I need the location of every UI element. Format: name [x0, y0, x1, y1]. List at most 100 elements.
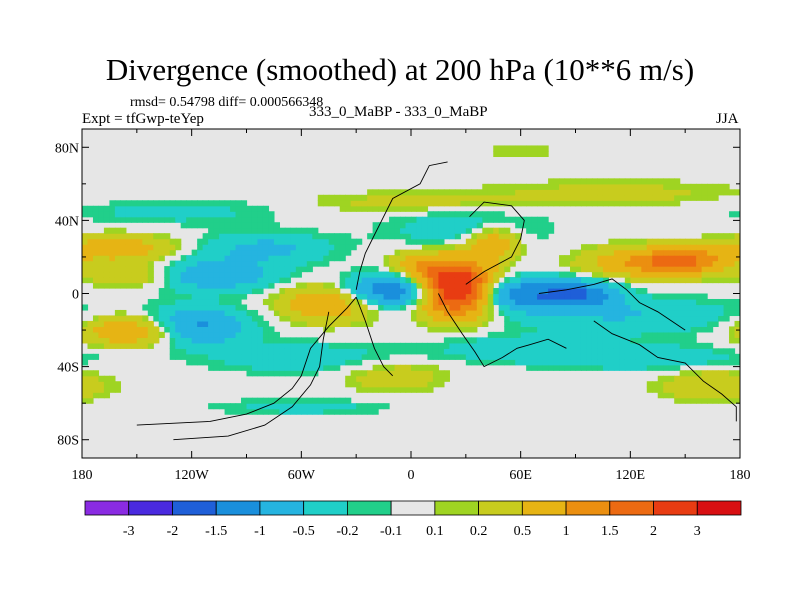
field-cell [279, 359, 286, 366]
field-cell [487, 194, 494, 201]
field-cell [498, 293, 505, 300]
field-cell [378, 222, 385, 229]
field-cell [421, 227, 429, 234]
field-cell [356, 205, 363, 212]
field-cell [465, 194, 472, 201]
field-cell [602, 266, 609, 273]
field-cell [701, 233, 708, 240]
field-cell [405, 364, 412, 371]
field-cell [646, 309, 653, 317]
field-cell [624, 320, 631, 327]
field-cell [537, 216, 544, 223]
field-cell [613, 271, 620, 278]
field-cell [460, 271, 467, 278]
field-cell [120, 271, 127, 278]
field-cell [268, 370, 275, 377]
field-cell [443, 320, 450, 327]
field-cell [120, 309, 127, 317]
field-cell [613, 238, 620, 245]
field-cell [202, 315, 209, 322]
field-cell [668, 337, 675, 344]
field-cell [729, 359, 736, 366]
field-cell [657, 331, 664, 338]
field-cell [438, 200, 445, 207]
field-cell [564, 348, 571, 355]
field-cell [405, 375, 412, 382]
field-cell [723, 304, 730, 311]
field-cell [235, 342, 242, 349]
field-cell [734, 309, 740, 317]
field-cell [175, 293, 182, 300]
field-cell [109, 277, 116, 284]
field-cell [383, 222, 390, 229]
field-cell [734, 189, 740, 196]
field-cell [476, 266, 483, 273]
field-cell [542, 331, 549, 338]
field-cell [641, 200, 648, 207]
field-cell [109, 282, 116, 289]
field-cell [356, 408, 363, 415]
field-cell [608, 331, 615, 338]
field-cell [103, 381, 111, 388]
field-cell [465, 255, 472, 262]
field-cell [136, 271, 143, 278]
field-cell [586, 200, 593, 207]
field-cell [515, 150, 522, 158]
field-cell [586, 337, 593, 344]
field-cell [290, 320, 297, 327]
field-cell [186, 348, 193, 355]
field-cell [438, 315, 445, 322]
field-cell [339, 408, 346, 415]
field-cell [367, 381, 374, 388]
field-cell [421, 189, 429, 196]
field-cell [345, 244, 352, 251]
field-cell [657, 255, 664, 262]
field-cell [438, 282, 445, 289]
field-cell [723, 266, 730, 273]
field-cell [460, 320, 467, 327]
field-cell [487, 260, 494, 267]
field-cell [526, 359, 533, 366]
field-cell [197, 359, 204, 366]
field-cell [389, 386, 396, 393]
field-cell [432, 211, 440, 218]
field-cell [613, 249, 620, 256]
field-cell [82, 320, 89, 327]
field-cell [213, 200, 220, 207]
field-cell [251, 315, 259, 322]
field-cell [235, 293, 242, 300]
field-cell [504, 266, 511, 273]
field-cell [400, 282, 407, 289]
field-cell [279, 260, 286, 267]
field-cell [328, 238, 335, 245]
field-cell [87, 381, 94, 388]
field-cell [432, 381, 440, 388]
field-cell [230, 260, 237, 267]
field-cell [564, 178, 571, 185]
field-cell [219, 304, 226, 311]
field-cell [602, 288, 609, 295]
field-cell [219, 282, 226, 289]
field-cell [652, 249, 659, 256]
field-cell [120, 326, 127, 333]
field-cell [432, 304, 440, 311]
field-cell [646, 271, 653, 278]
field-cell [460, 298, 467, 306]
field-cell [394, 282, 401, 289]
field-cell [531, 222, 538, 229]
field-cell [701, 326, 708, 333]
field-cell [454, 288, 461, 295]
field-cell [707, 277, 714, 284]
field-cell [619, 255, 626, 262]
field-cell [679, 260, 686, 267]
field-cell [696, 194, 703, 201]
field-cell [284, 397, 291, 404]
field-cell [411, 364, 418, 371]
field-cell [109, 200, 116, 207]
field-cell [613, 315, 620, 322]
field-cell [306, 227, 313, 234]
field-cell [443, 288, 450, 295]
field-cell [213, 266, 220, 273]
field-cell [548, 298, 555, 306]
field-cell [575, 364, 582, 371]
